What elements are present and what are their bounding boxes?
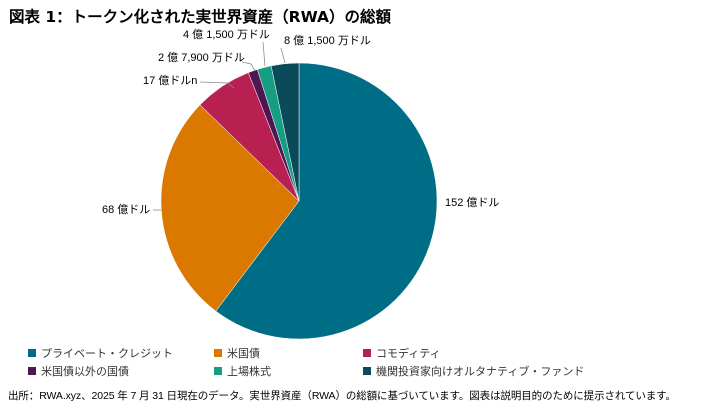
pie-slice-1 xyxy=(215,62,438,340)
legend-label: 米国債以外の国債 xyxy=(41,365,129,378)
data-label: 17 億ドルn xyxy=(143,74,197,87)
legend-label: プライベート・クレジット xyxy=(41,347,173,360)
legend-item-us-treasury: 米国債 xyxy=(214,345,363,361)
pie-slices xyxy=(160,62,438,340)
data-label: 68 億ドル xyxy=(102,203,150,216)
legend-item-non-us-gov-debt: 米国債以外の国債 xyxy=(28,363,214,379)
legend-label: 機関投資家向けオルタナティブ・ファンド xyxy=(376,365,585,378)
legend: プライベート・クレジット 米国債 コモディティ 米国債以外の国債 上場株式 機関… xyxy=(28,344,668,380)
legend-label: 米国債 xyxy=(227,347,260,360)
legend-swatch-icon xyxy=(363,349,371,357)
legend-swatch-icon xyxy=(363,367,371,375)
legend-item-private-credit: プライベート・クレジット xyxy=(28,345,214,361)
leader-line xyxy=(199,81,235,89)
leader-lines xyxy=(153,41,286,211)
legend-item-public-equity: 上場株式 xyxy=(214,363,363,379)
legend-label: コモディティ xyxy=(376,347,441,360)
leader-line xyxy=(280,47,286,64)
legend-item-commodities: コモディティ xyxy=(363,345,441,361)
legend-swatch-icon xyxy=(28,349,36,357)
source-note: 出所：RWA.xyz、2025 年 7 月 31 日現在のデータ。実世界資産（R… xyxy=(8,390,676,402)
legend-swatch-icon xyxy=(214,367,222,375)
data-label: 2 億 7,900 万ドル xyxy=(158,51,245,64)
data-labels: 152 億ドル 68 億ドル 17 億ドルn 2 億 7,900 万ドル 4 億 1,5… xyxy=(102,28,499,216)
pie-slice-6 xyxy=(270,62,300,202)
legend-swatch-icon xyxy=(28,367,36,375)
legend-row-2: 米国債以外の国債 上場株式 機関投資家向けオルタナティブ・ファンド xyxy=(28,362,668,380)
legend-label: 上場株式 xyxy=(227,365,271,378)
legend-item-institutional-alt-funds: 機関投資家向けオルタナティブ・ファンド xyxy=(363,363,584,379)
leader-line xyxy=(262,41,266,67)
chart-title: 図表 1：トークン化された実世界資産（RWA）の総額 xyxy=(9,8,392,26)
legend-row-1: プライベート・クレジット 米国債 コモディティ xyxy=(28,344,668,362)
data-label: 4 億 1,500 万ドル xyxy=(183,28,270,41)
data-label: 8 億 1,500 万ドル xyxy=(284,34,371,47)
pie-slice-2 xyxy=(160,104,300,312)
leader-line xyxy=(241,61,256,72)
data-label: 152 億ドル xyxy=(445,196,499,209)
legend-swatch-icon xyxy=(214,349,222,357)
